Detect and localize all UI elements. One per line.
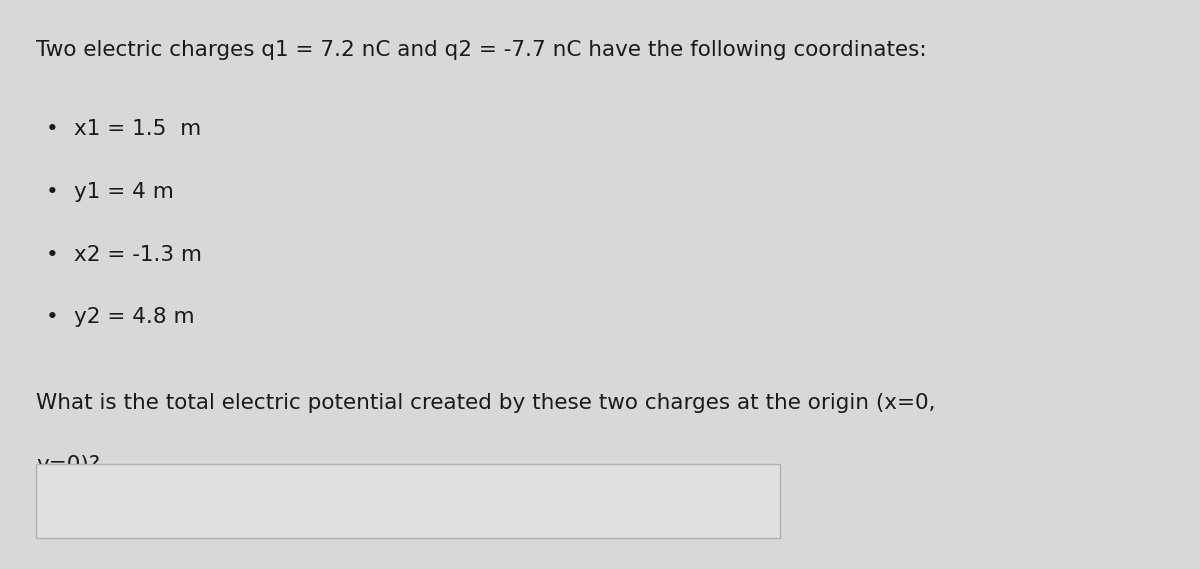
FancyBboxPatch shape [36,464,780,538]
Text: •: • [46,182,59,202]
Text: y=0)?: y=0)? [36,455,100,475]
Text: •: • [46,307,59,327]
Text: •: • [46,245,59,265]
Text: x2 = -1.3 m: x2 = -1.3 m [74,245,203,265]
Text: y2 = 4.8 m: y2 = 4.8 m [74,307,196,327]
Text: y1 = 4 m: y1 = 4 m [74,182,174,202]
Text: x1 = 1.5  m: x1 = 1.5 m [74,119,202,139]
Text: •: • [46,119,59,139]
Text: Two electric charges q1 = 7.2 nC and q2 = -7.7 nC have the following coordinates: Two electric charges q1 = 7.2 nC and q2 … [36,40,926,60]
Text: What is the total electric potential created by these two charges at the origin : What is the total electric potential cre… [36,393,936,413]
